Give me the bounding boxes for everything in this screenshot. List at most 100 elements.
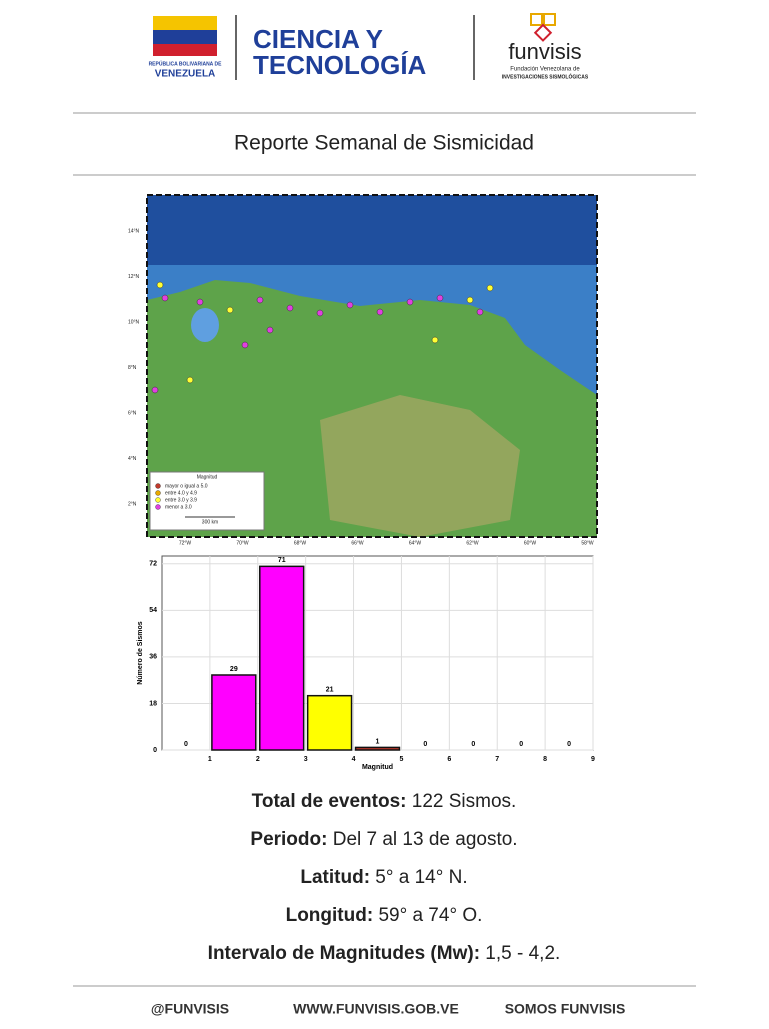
x-tick-label: 8 xyxy=(543,756,547,763)
quake-dot xyxy=(316,309,324,317)
quake-dot xyxy=(241,341,249,349)
stat-label: Periodo: xyxy=(250,829,327,850)
x-tick-label: 4 xyxy=(352,756,356,763)
lon-label: 62°W xyxy=(466,540,479,546)
stat-line: Intervalo de Magnitudes (Mw): 1,5 - 4,2. xyxy=(208,943,561,964)
quake-dot xyxy=(151,386,159,394)
value-label: 21 xyxy=(326,687,334,694)
org-sub: Fundación Venezolana de xyxy=(510,67,580,73)
y-axis-label: Número de Sismos xyxy=(137,621,144,685)
y-tick-label: 0 xyxy=(153,747,157,754)
stat-line: Longitud: 59° a 74° O. xyxy=(286,905,483,926)
quake-dot xyxy=(266,326,274,334)
value-label: 71 xyxy=(278,557,286,564)
lat-label: 4°N xyxy=(128,456,137,462)
quake-dot xyxy=(406,298,414,306)
stat-label: Intervalo de Magnitudes (Mw): xyxy=(208,943,480,964)
legend-item: menor a 3.0 xyxy=(165,504,192,510)
lon-label: 64°W xyxy=(409,540,422,546)
bar xyxy=(211,674,257,751)
legend-swatch xyxy=(155,490,161,496)
bar xyxy=(306,694,353,751)
stat-value: 122 Sismos. xyxy=(407,791,517,812)
quake-dot xyxy=(286,304,294,312)
legend-item: entre 4.0 y 4.9 xyxy=(165,490,197,496)
deep-sea xyxy=(147,195,597,265)
header: REPÚBLICA BOLIVARIANA DE VENEZUELA CIENC… xyxy=(149,13,589,80)
scale-label: 300 km xyxy=(202,519,218,525)
footer: @FUNVISIS WWW.FUNVISIS.GOB.VE SOMOS FUNV… xyxy=(151,1001,625,1017)
quake-dot xyxy=(431,336,439,344)
lat-label: 10°N xyxy=(128,319,140,325)
stat-label: Total de eventos: xyxy=(252,791,407,812)
flag-red xyxy=(153,44,217,56)
map: Magnitud 14°N 12°N 10°N 8°N 6°N 4°N 2°N 72°W 70°… xyxy=(128,194,598,546)
y-tick-label: 72 xyxy=(149,561,157,568)
quake-dot xyxy=(186,376,194,384)
y-tick-label: 36 xyxy=(149,654,157,661)
legend-swatch xyxy=(155,483,161,489)
lat-label: 8°N xyxy=(128,365,137,371)
quake-dot xyxy=(196,298,204,306)
quake-dot xyxy=(376,308,384,316)
quake-dot xyxy=(476,308,484,316)
lon-label: 68°W xyxy=(294,540,307,546)
stat-value: Del 7 al 13 de agosto. xyxy=(327,829,517,850)
value-label: 0 xyxy=(471,741,475,748)
value-label: 1 xyxy=(376,738,380,745)
stat-line: Periodo: Del 7 al 13 de agosto. xyxy=(250,829,517,850)
y-tick-label: 54 xyxy=(149,607,157,614)
value-label: 29 xyxy=(230,666,238,673)
legend-swatch xyxy=(155,504,161,510)
title: Reporte Semanal de Sismicidad xyxy=(234,132,534,155)
x-tick-label: 6 xyxy=(447,756,451,763)
quake-dot xyxy=(226,306,234,314)
stat-label: Latitud: xyxy=(300,867,370,888)
quake-dot xyxy=(466,296,474,304)
stat-label: Longitud: xyxy=(286,905,374,926)
legend-item: entre 3.0 y 3.9 xyxy=(165,497,197,503)
stat-value: 5° a 14° N. xyxy=(370,867,468,888)
legend-item: mayor o igual a 5.0 xyxy=(165,483,208,489)
flag-yellow xyxy=(153,16,217,30)
quake-dot xyxy=(161,294,169,302)
quake-dot xyxy=(346,301,354,309)
legend-swatch xyxy=(155,497,161,503)
lon-label: 60°W xyxy=(524,540,537,546)
lon-label: 70°W xyxy=(236,540,249,546)
quake-dot xyxy=(156,281,164,289)
stat-value: 59° a 74° O. xyxy=(373,905,482,926)
quake-dot xyxy=(486,284,494,292)
bar xyxy=(259,565,305,751)
logo-square xyxy=(543,13,556,26)
legend-title: Magnitud xyxy=(197,474,218,480)
x-tick-label: 1 xyxy=(208,756,212,763)
x-tick-label: 3 xyxy=(304,756,308,763)
plot-area xyxy=(161,555,594,751)
footer-social: @FUNVISIS xyxy=(151,1001,229,1017)
lon-label: 66°W xyxy=(351,540,364,546)
lat-label: 12°N xyxy=(128,274,140,280)
ministry-2: TECNOLOGÍA xyxy=(253,50,427,80)
x-tick-label: 9 xyxy=(591,756,595,763)
quake-dot xyxy=(436,294,444,302)
lon-label: 72°W xyxy=(179,540,192,546)
republic: REPÚBLICA BOLIVARIANA DE xyxy=(149,60,223,67)
x-tick-label: 5 xyxy=(399,756,403,763)
org-sub: INVESTIGACIONES SISMOLÓGICAS xyxy=(502,72,589,80)
y-tick-label: 18 xyxy=(149,700,157,707)
x-axis-label: Magnitud xyxy=(362,764,393,771)
map-frame xyxy=(146,194,598,538)
value-label: 0 xyxy=(567,741,571,748)
flag-blue xyxy=(153,30,217,44)
lat-label: 14°N xyxy=(128,228,140,234)
quake-dot xyxy=(256,296,264,304)
stat-value: 1,5 - 4,2. xyxy=(480,943,560,964)
logo-square xyxy=(533,23,553,42)
value-label: 0 xyxy=(519,741,523,748)
x-tick-label: 7 xyxy=(495,756,499,763)
stat-line: Total de eventos: 122 Sismos. xyxy=(252,791,517,812)
footer-social: SOMOS FUNVISIS xyxy=(505,1001,626,1017)
country: VENEZUELA xyxy=(155,69,216,80)
